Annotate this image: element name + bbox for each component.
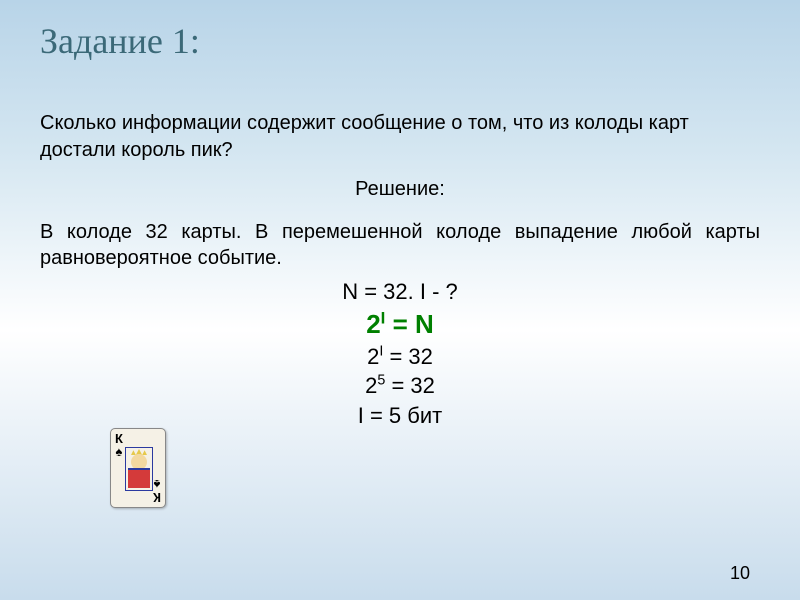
equations-block: N = 32. I - ? 2I = N 2I = 32 25 = 32 I =… bbox=[40, 277, 760, 431]
formula-base: 2 bbox=[366, 309, 380, 339]
equation-formula: 2I = N bbox=[40, 307, 760, 342]
page-number: 10 bbox=[730, 563, 750, 584]
context-text: В колоде 32 карты. В перемешенной колоде… bbox=[40, 219, 760, 271]
step2-eq: = 32 bbox=[385, 373, 435, 398]
card-corner-top: К ♠ bbox=[115, 432, 123, 458]
equation-given: N = 32. I - ? bbox=[40, 277, 760, 307]
step2-base: 2 bbox=[365, 373, 377, 398]
card-face bbox=[125, 447, 153, 491]
step1-eq: = 32 bbox=[383, 344, 433, 369]
equation-step2: 25 = 32 bbox=[40, 371, 760, 401]
slide-title: Задание 1: bbox=[40, 20, 760, 62]
card-suit-bottom: ♠ bbox=[153, 478, 161, 491]
card-suit-top: ♠ bbox=[115, 445, 123, 458]
king-body-icon bbox=[128, 468, 150, 488]
step1-base: 2 bbox=[367, 344, 379, 369]
slide-container: Задание 1: Сколько информации содержит с… bbox=[0, 0, 800, 600]
question-text: Сколько информации содержит сообщение о … bbox=[40, 110, 760, 164]
card-corner-bottom: К ♠ bbox=[153, 478, 161, 504]
playing-card-icon: К ♠ К ♠ bbox=[110, 428, 166, 508]
formula-eq: = N bbox=[385, 309, 433, 339]
equation-answer: I = 5 бит bbox=[40, 401, 760, 431]
solution-label: Решение: bbox=[40, 178, 760, 201]
card-rank-bottom: К bbox=[153, 491, 161, 504]
equation-step1: 2I = 32 bbox=[40, 342, 760, 372]
